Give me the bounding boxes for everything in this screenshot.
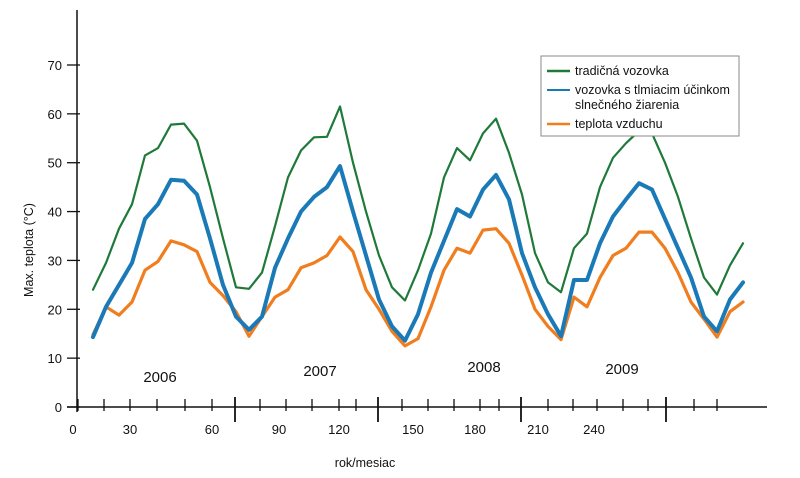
year-label: 2006	[143, 369, 176, 386]
legend-box	[540, 55, 740, 137]
x-tick-label: 120	[328, 422, 350, 437]
legend-label-air: teplota vzduchu	[575, 117, 663, 131]
x-tick-label: 180	[464, 422, 486, 437]
y-tick-label: 20	[48, 302, 62, 317]
legend-label-damping-line2: slnečného žiarenia	[575, 98, 679, 112]
legend-label-damping-line1: vozovka s tlmiacim účinkom	[575, 83, 730, 97]
y-axis-title: Max. teplota (°C)	[22, 203, 36, 297]
year-label: 2007	[303, 363, 336, 380]
x-tick-label: 210	[527, 422, 549, 437]
x-tick-label: 150	[402, 422, 424, 437]
x-tick-label: 60	[205, 422, 219, 437]
legend: tradičná vozovka vozovka s tlmiacim účin…	[540, 55, 740, 137]
y-tick-label: 30	[48, 253, 62, 268]
labels: Max. teplota (°C) rok/mesiac 2006 2007 200…	[22, 203, 639, 470]
x-tick-label: 90	[272, 422, 286, 437]
year-label: 2008	[467, 359, 500, 376]
x-axis-title: rok/mesiac	[335, 456, 395, 470]
axes: 0 10 20 30 40 50 60 70 0 30 60 90 120 150 180 210 240	[48, 10, 767, 437]
y-tick-label: 10	[48, 351, 62, 366]
y-tick-label: 40	[48, 205, 62, 220]
series-layer	[91, 105, 745, 348]
series-line-2	[91, 227, 745, 348]
x-tick-label: 240	[583, 422, 605, 437]
y-tick-label: 70	[48, 58, 62, 73]
series-line-1	[91, 164, 745, 343]
y-tick-label: 0	[55, 400, 62, 415]
year-label: 2009	[605, 361, 638, 378]
x-tick-label: 0	[69, 422, 76, 437]
legend-label-traditional: tradičná vozovka	[575, 64, 669, 78]
y-tick-label: 60	[48, 107, 62, 122]
x-tick-label: 30	[123, 422, 137, 437]
y-tick-label: 50	[48, 156, 62, 171]
